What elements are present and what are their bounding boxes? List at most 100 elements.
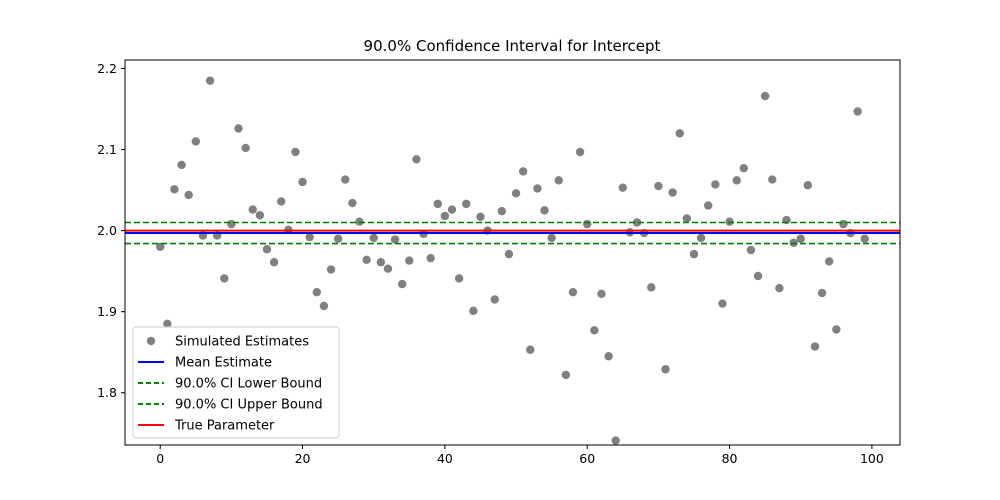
scatter-point (746, 245, 756, 255)
scatter-point (775, 283, 784, 293)
x-tick-label: 0 (156, 451, 164, 466)
scatter-point (689, 249, 699, 259)
scatter-point (561, 370, 571, 380)
x-tick-label: 100 (860, 451, 884, 466)
scatter-point (526, 345, 535, 354)
scatter-point (405, 256, 414, 265)
scatter-point (682, 214, 692, 223)
scatter-point (355, 217, 364, 226)
scatter-point (725, 217, 734, 226)
scatter-point (476, 212, 485, 222)
scatter-point (711, 180, 720, 189)
scatter-point (504, 249, 514, 259)
scatter-point (647, 283, 656, 292)
scatter-point (497, 206, 507, 216)
scatter-point (205, 76, 215, 85)
scatter-point (184, 190, 193, 200)
scatter-point (739, 164, 748, 173)
scatter-point (341, 175, 350, 184)
legend-label: True Parameter (174, 419, 275, 434)
scatter-point (348, 198, 357, 208)
scatter-point (760, 91, 770, 101)
y-tick-label: 2.0 (97, 223, 117, 238)
legend-label: Mean Estimate (175, 356, 272, 371)
y-tick-label: 1.9 (97, 304, 117, 319)
scatter-point (390, 235, 400, 244)
y-tick-label: 2.2 (97, 61, 117, 76)
scatter-point (163, 319, 172, 329)
scatter-point (312, 288, 321, 297)
scatter-point (661, 365, 670, 374)
scatter-point (177, 160, 186, 170)
scatter-point (454, 274, 464, 283)
y-tick-label: 2.1 (97, 142, 117, 157)
scatter-point (291, 147, 300, 157)
scatter-point (277, 197, 286, 206)
scatter-point (696, 233, 706, 243)
scatter-point (824, 257, 834, 266)
scatter-point (248, 205, 257, 214)
scatter-point (590, 326, 599, 335)
scatter-point (156, 242, 165, 252)
scatter-point (191, 137, 201, 146)
scatter-point (220, 274, 229, 283)
scatter-point (704, 201, 713, 210)
x-tick-label: 20 (295, 451, 311, 466)
scatter-point (768, 175, 777, 184)
x-axis: 0 20 40 60 80 100 (156, 445, 884, 466)
scatter-point (262, 245, 272, 254)
scatter-point (654, 181, 663, 191)
scatter-point (326, 265, 336, 274)
scatter-point (611, 436, 620, 445)
y-axis: 1.8 1.9 2.0 2.1 2.2 (97, 61, 125, 400)
scatter-point (305, 232, 314, 242)
chart-title: 90.0% Confidence Interval for Intercept (364, 37, 661, 55)
scatter-point (227, 219, 236, 229)
scatter-point (362, 255, 371, 264)
scatter-point (376, 258, 386, 267)
legend-label: Simulated Estimates (175, 335, 309, 350)
legend-label: 90.0% CI Upper Bound (175, 398, 323, 413)
scatter-point (547, 233, 556, 243)
legend-label: 90.0% CI Lower Bound (175, 377, 322, 392)
scatter-point (255, 211, 265, 220)
scatter-point (732, 176, 741, 185)
scatter-point (369, 233, 378, 243)
scatter-point (575, 147, 585, 157)
scatter-point (554, 176, 563, 185)
scatter-point (860, 234, 869, 243)
scatter-point (234, 124, 243, 133)
scatter-point (447, 205, 457, 214)
x-tick-label: 60 (579, 451, 595, 466)
scatter-point (511, 189, 521, 198)
scatter-point (839, 219, 848, 229)
scatter-point (426, 253, 435, 263)
scatter-point (817, 288, 827, 298)
scatter-point (319, 301, 329, 311)
scatter-point (518, 167, 528, 176)
x-tick-label: 40 (437, 451, 453, 466)
scatter-point (597, 289, 606, 299)
scatter-point (753, 271, 763, 281)
scatter-point (568, 288, 578, 297)
scatter-point (170, 185, 179, 194)
scatter-point (583, 219, 592, 229)
scatter-point (269, 258, 279, 267)
scatter-point (810, 342, 820, 351)
x-tick-label: 80 (722, 451, 738, 466)
scatter-point (675, 129, 684, 138)
plot-area (125, 76, 900, 445)
scatter-point (533, 184, 542, 193)
scatter-point (412, 155, 421, 164)
scatter-point (490, 295, 499, 304)
scatter-point (397, 279, 407, 289)
scatter-point (853, 107, 862, 116)
scatter-point (632, 218, 642, 227)
legend-box (132, 326, 340, 439)
scatter-point (832, 325, 841, 334)
scatter-point (298, 177, 307, 187)
scatter-point (604, 352, 613, 361)
scatter-point (462, 199, 471, 209)
scatter-point (718, 299, 727, 308)
y-tick-label: 1.8 (97, 385, 117, 400)
